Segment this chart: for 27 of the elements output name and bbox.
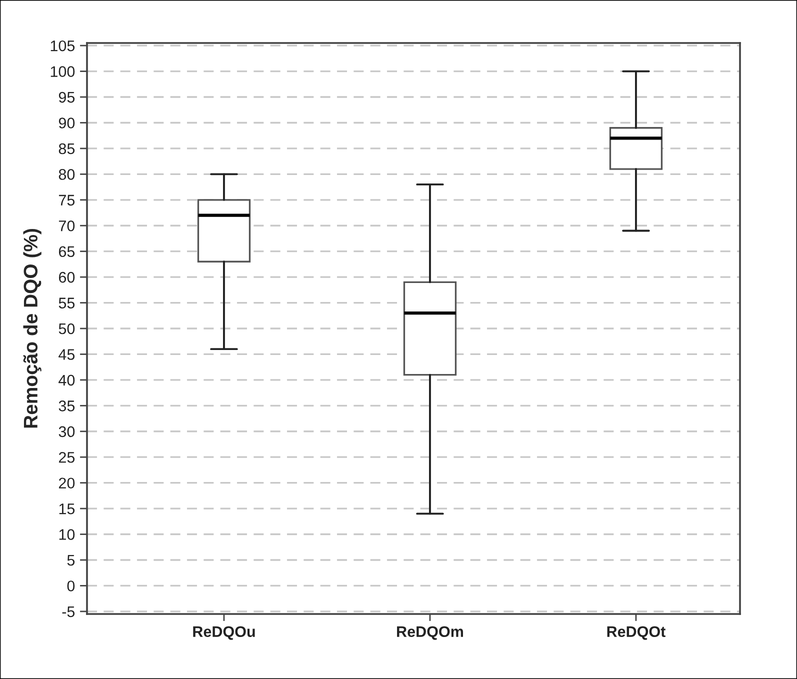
y-tick-label: 15 (59, 504, 75, 514)
y-tick-label: 20 (58, 478, 75, 489)
y-tick-label: 40 (58, 374, 75, 386)
x-tick-label: ReDQOu (193, 626, 255, 640)
y-tick-label: 85 (58, 143, 75, 154)
y-tick-label: 105 (50, 40, 75, 52)
y-axis-title: Remoção de DQO (%) (23, 228, 42, 428)
y-tick-label: 80 (58, 169, 75, 180)
y-tick-label: 95 (58, 92, 75, 103)
y-tick-label: 45 (58, 349, 75, 360)
y-tick-label: 60 (58, 272, 75, 283)
y-tick-label: 35 (58, 400, 75, 412)
y-tick-label: 65 (58, 246, 75, 258)
y-tick-label: 55 (58, 298, 75, 308)
y-tick-label: 10 (59, 529, 75, 540)
y-tick-label: 5 (67, 555, 75, 566)
x-tick-label: ReDQOm (397, 626, 463, 640)
y-tick-label: 70 (58, 220, 75, 232)
y-tick-label: 50 (58, 323, 75, 334)
y-tick-label: 100 (50, 66, 75, 77)
y-tick-label: 30 (58, 426, 75, 438)
y-tick-label: 25 (58, 452, 75, 463)
x-tick-label: ReDQOt (607, 626, 666, 640)
y-tick-label: -5 (62, 606, 75, 618)
y-tick-label: 0 (67, 580, 75, 592)
y-tick-label: 90 (58, 118, 75, 128)
y-tick-label: 75 (58, 194, 75, 206)
